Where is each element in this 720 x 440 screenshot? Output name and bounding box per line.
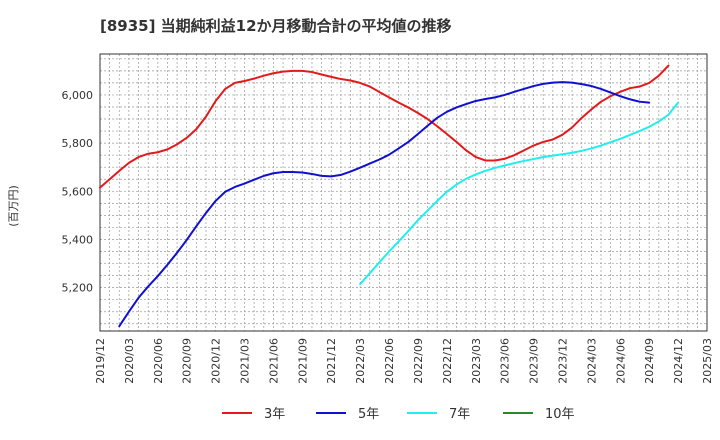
x-tick-label: 2024/06 [614,338,627,384]
legend: 3年 5年 7年 10年 [222,407,575,422]
x-tick-label: 2021/03 [239,338,252,384]
x-tick-label: 2023/03 [470,338,483,384]
x-tick-label: 2019/12 [94,338,107,384]
plot-area-frame [99,53,708,332]
y-tick-label: 6,000 [62,89,94,102]
y-axis: 5,200 5,400 5,600 5,800 6,000 [62,89,94,295]
x-tick-label: 2022/09 [412,338,425,384]
chart-title: [8935] 当期純利益12か月移動合計の平均値の推移 [100,17,452,35]
x-axis: 2019/12 2020/03 2020/06 2020/09 2020/12 2021/… [94,338,714,384]
x-tick-label: 2022/06 [383,338,396,384]
legend-label: 7年 [449,407,470,422]
grid [100,54,707,331]
x-tick-label: 2024/03 [585,338,598,384]
x-tick-label: 2025/03 [701,338,714,384]
x-tick-label: 2022/03 [354,338,367,384]
x-tick-label: 2024/09 [643,338,656,384]
x-tick-label: 2022/12 [441,338,454,384]
y-tick-label: 5,600 [62,185,94,198]
y-tick-label: 5,800 [62,137,94,150]
y-tick-label: 5,400 [62,233,94,246]
x-tick-label: 2020/03 [123,338,136,384]
x-tick-label: 2020/09 [181,338,194,384]
x-tick-label: 2024/12 [672,338,685,384]
legend-label: 5年 [358,407,379,422]
legend-label: 3年 [264,407,285,422]
x-tick-label: 2023/12 [556,338,569,384]
x-tick-label: 2020/06 [152,338,165,384]
x-tick-label: 2021/06 [267,338,280,384]
series-lines [99,64,680,328]
legend-label: 10年 [545,407,575,422]
x-tick-label: 2020/12 [210,338,223,384]
x-tick-label: 2021/09 [296,338,309,384]
series-line-3年 [99,64,670,189]
x-tick-label: 2023/06 [499,338,512,384]
x-tick-label: 2021/12 [325,338,338,384]
series-line-7年 [359,101,680,286]
y-tick-label: 5,200 [62,282,94,295]
series-line-5年 [118,81,651,328]
y-axis-label: (百万円) [7,185,20,227]
x-tick-label: 2023/09 [528,338,541,384]
